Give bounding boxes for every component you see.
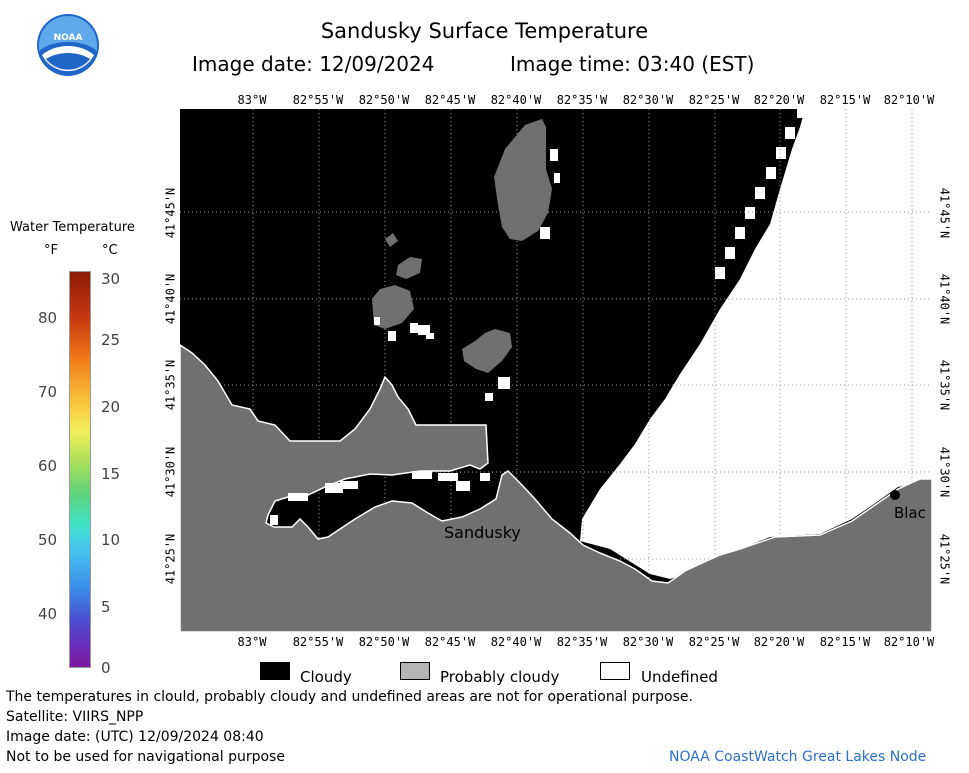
temperature-map: [180, 109, 932, 632]
location-marker: [890, 490, 900, 500]
lon-label: 82°35'W: [556, 93, 608, 107]
undefined-edge: [715, 109, 805, 279]
lon-label: 82°40'W: [490, 93, 542, 107]
probably-cloudy-island: [372, 285, 414, 329]
credit-link[interactable]: NOAA CoastWatch Great Lakes Node: [669, 749, 927, 765]
lon-label: 82°50'W: [358, 635, 410, 649]
lon-label: 82°30'W: [622, 93, 674, 107]
probably-cloudy-land: [180, 344, 932, 632]
colorbar-unit-f: °F: [44, 243, 58, 258]
partial-place-label: Blac: [894, 504, 926, 522]
f-tick: 80: [38, 309, 58, 327]
probably-cloudy-island: [494, 119, 552, 241]
legend-label-cloudy: Cloudy: [300, 668, 352, 686]
lon-label: 82°20'W: [753, 93, 805, 107]
lat-label: 41°40'N: [937, 273, 952, 325]
lon-label: 83°W: [237, 635, 267, 649]
colorbar-title: Water Temperature: [10, 220, 135, 235]
utc-date-text: Image date: (UTC) 12/09/2024 08:40: [6, 729, 264, 745]
lat-label: 41°25'N: [937, 533, 952, 585]
lon-label: 82°55'W: [292, 93, 344, 107]
lat-label: 41°30'N: [937, 446, 952, 498]
lon-label: 82°20'W: [753, 635, 805, 649]
probably-cloudy-island: [385, 233, 398, 247]
lon-label: 82°55'W: [292, 635, 344, 649]
lat-label: 41°30'N: [163, 446, 178, 498]
lon-label: 82°10'W: [883, 635, 935, 649]
disclaimer-text: The temperatures in clould, probably clo…: [6, 689, 693, 705]
f-tick: 40: [38, 605, 58, 623]
satellite-text: Satellite: VIIRS_NPP: [6, 709, 144, 725]
legend-label-probably-cloudy: Probably cloudy: [440, 668, 560, 686]
probably-cloudy-island: [396, 257, 422, 279]
c-tick: 0: [101, 659, 111, 677]
c-tick: 30: [101, 270, 121, 288]
map-title: Sandusky Surface Temperature: [320, 19, 649, 43]
undefined-area: [580, 109, 932, 579]
lon-label: 82°10'W: [883, 93, 935, 107]
lat-label: 41°35'N: [163, 359, 178, 411]
lon-labels-bottom: 83°W 82°55'W 82°50'W 82°45'W 82°40'W 82°…: [0, 635, 969, 651]
lon-label: 82°25'W: [688, 635, 740, 649]
c-tick: 20: [101, 398, 121, 416]
legend-swatch-undefined: [600, 662, 630, 680]
temperature-colorbar: [69, 271, 91, 668]
legend-swatch-cloudy: [260, 662, 290, 680]
f-tick: 70: [38, 383, 58, 401]
lon-label: 82°50'W: [358, 93, 410, 107]
colorbar-unit-c: °C: [102, 243, 118, 258]
c-tick: 25: [101, 331, 121, 349]
lat-label: 41°45'N: [163, 187, 178, 239]
f-tick: 60: [38, 457, 58, 475]
probably-cloudy-island: [462, 329, 512, 373]
lon-labels-top: 83°W 82°55'W 82°50'W 82°45'W 82°40'W 82°…: [0, 93, 969, 109]
lon-label: 82°35'W: [556, 635, 608, 649]
city-label: Sandusky: [444, 523, 521, 542]
lon-label: 82°45'W: [424, 635, 476, 649]
lon-label: 83°W: [237, 93, 267, 107]
legend-swatch-probably-cloudy: [400, 662, 430, 680]
lon-label: 82°25'W: [688, 93, 740, 107]
lat-label: 41°25'N: [163, 533, 178, 585]
f-tick: 50: [38, 531, 58, 549]
noaa-logo-text: NOAA: [54, 33, 83, 43]
image-date: Image date: 12/09/2024: [192, 52, 435, 76]
lon-label: 82°30'W: [622, 635, 674, 649]
lon-label: 82°15'W: [819, 635, 871, 649]
c-tick: 5: [101, 598, 111, 616]
c-tick: 10: [101, 531, 121, 549]
image-time: Image time: 03:40 (EST): [510, 52, 755, 76]
c-tick: 15: [101, 465, 121, 483]
lat-label: 41°40'N: [163, 273, 178, 325]
lon-label: 82°45'W: [424, 93, 476, 107]
lon-label: 82°15'W: [819, 93, 871, 107]
lon-label: 82°40'W: [490, 635, 542, 649]
noaa-logo: NOAA: [37, 14, 99, 76]
nav-warning-text: Not to be used for navigational purpose: [6, 749, 285, 765]
legend-label-undefined: Undefined: [641, 668, 718, 686]
lat-label: 41°35'N: [937, 359, 952, 411]
lat-label: 41°45'N: [937, 187, 952, 239]
